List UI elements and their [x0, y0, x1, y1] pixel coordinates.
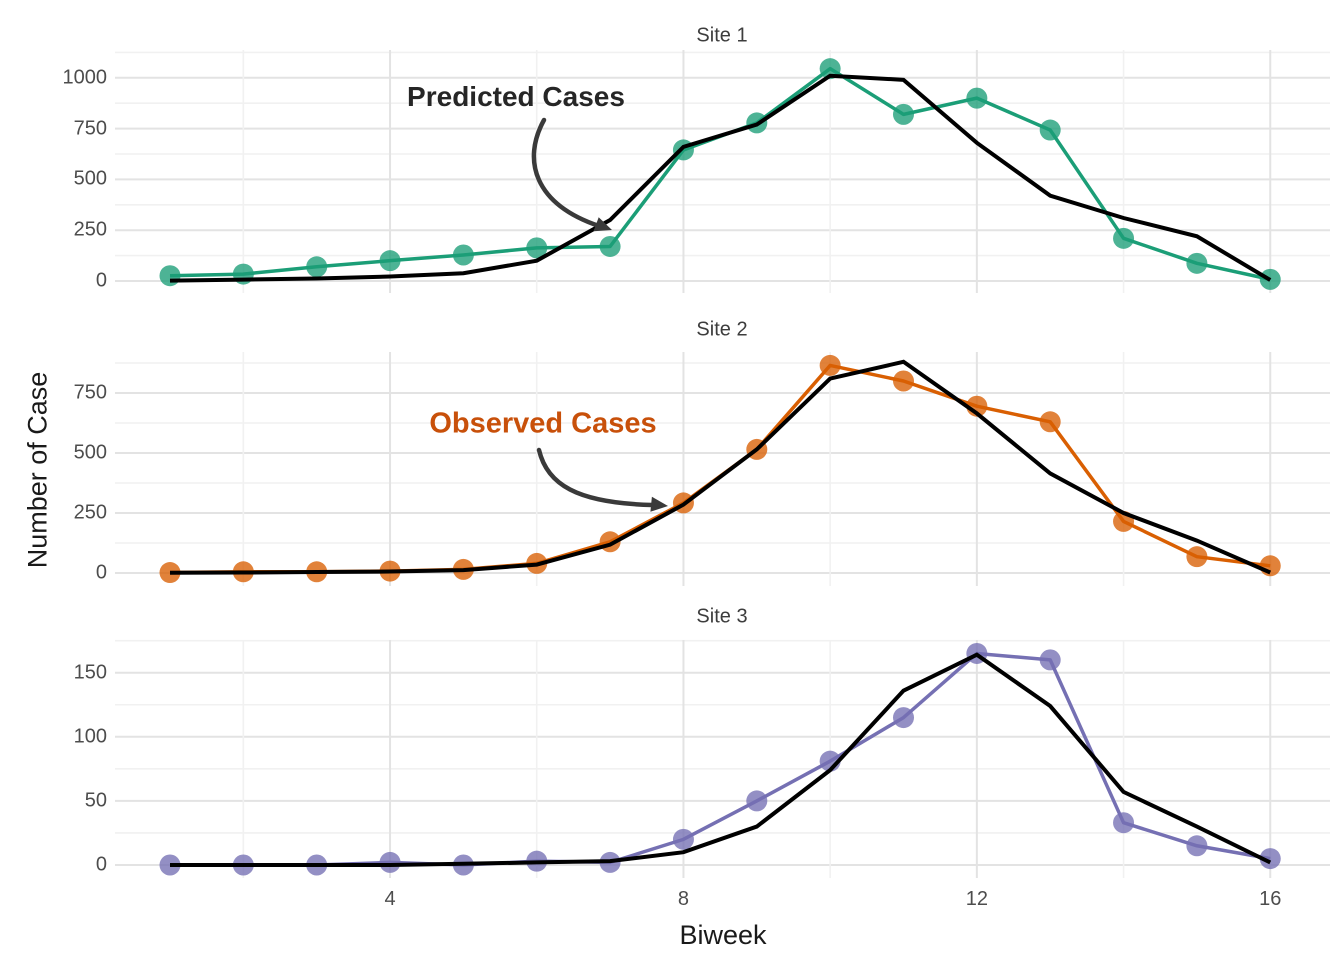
- data-point: [1186, 252, 1208, 274]
- data-point: [746, 790, 768, 812]
- x-axis-title: Biweek: [679, 920, 767, 950]
- x-tick-label: 16: [1259, 888, 1282, 910]
- predicted-arrowhead-icon: [593, 217, 612, 232]
- y-tick-label: 0: [95, 853, 107, 876]
- data-point: [1113, 812, 1135, 834]
- y-tick-label: 0: [95, 561, 107, 584]
- data-point: [159, 265, 181, 287]
- y-axis-title: Number of Case: [22, 371, 53, 569]
- y-tick-label: 750: [73, 117, 107, 140]
- data-point: [452, 244, 474, 266]
- y-tick-label: 500: [73, 167, 107, 190]
- y-tick-label: 100: [73, 725, 107, 748]
- data-point: [526, 237, 548, 259]
- observed-arrowhead-icon: [650, 496, 668, 512]
- x-tick-label: 4: [384, 888, 396, 910]
- facet-title-site-2: Site 2: [696, 318, 748, 341]
- y-tick-label: 250: [73, 501, 107, 524]
- data-point: [379, 250, 401, 272]
- data-point: [1113, 227, 1135, 249]
- data-point: [306, 256, 328, 278]
- data-point: [893, 370, 914, 392]
- x-tick-label: 12: [965, 888, 988, 910]
- y-tick-label: 0: [95, 269, 107, 292]
- observed-line: [169, 66, 1271, 282]
- data-point: [1186, 835, 1208, 857]
- data-point: [819, 58, 841, 80]
- data-point: [672, 828, 694, 850]
- data-point: [893, 103, 914, 125]
- predicted-line: [169, 73, 1272, 283]
- predicted-annotation-arrow: [531, 117, 602, 229]
- y-tick-label: 500: [73, 441, 107, 464]
- x-tick-label: 8: [677, 888, 689, 910]
- y-tick-label: 150: [73, 661, 107, 684]
- observed-line: [169, 363, 1271, 575]
- facet-title-site-1: Site 1: [696, 24, 748, 47]
- y-tick-label: 50: [84, 789, 107, 812]
- y-tick-label: 750: [73, 381, 107, 404]
- data-point: [1259, 555, 1281, 577]
- data-point: [1259, 848, 1281, 870]
- data-point: [966, 87, 988, 109]
- annotation-observed-cases: Observed Cases: [429, 407, 657, 440]
- facet-title-site-3: Site 3: [696, 605, 748, 628]
- data-point: [1186, 546, 1208, 568]
- predicted-line: [169, 359, 1272, 575]
- data-point: [819, 354, 841, 376]
- data-point: [1039, 411, 1061, 433]
- y-tick-label: 1000: [62, 66, 108, 89]
- data-point: [893, 707, 914, 729]
- annotation-predicted-cases: Predicted Cases: [407, 81, 625, 112]
- data-point: [1039, 119, 1061, 141]
- observed-annotation-arrow: [536, 447, 655, 508]
- data-point: [379, 851, 401, 873]
- predicted-line: [170, 652, 1272, 867]
- y-tick-label: 250: [73, 218, 107, 241]
- data-point: [599, 235, 621, 257]
- data-point: [1039, 649, 1061, 671]
